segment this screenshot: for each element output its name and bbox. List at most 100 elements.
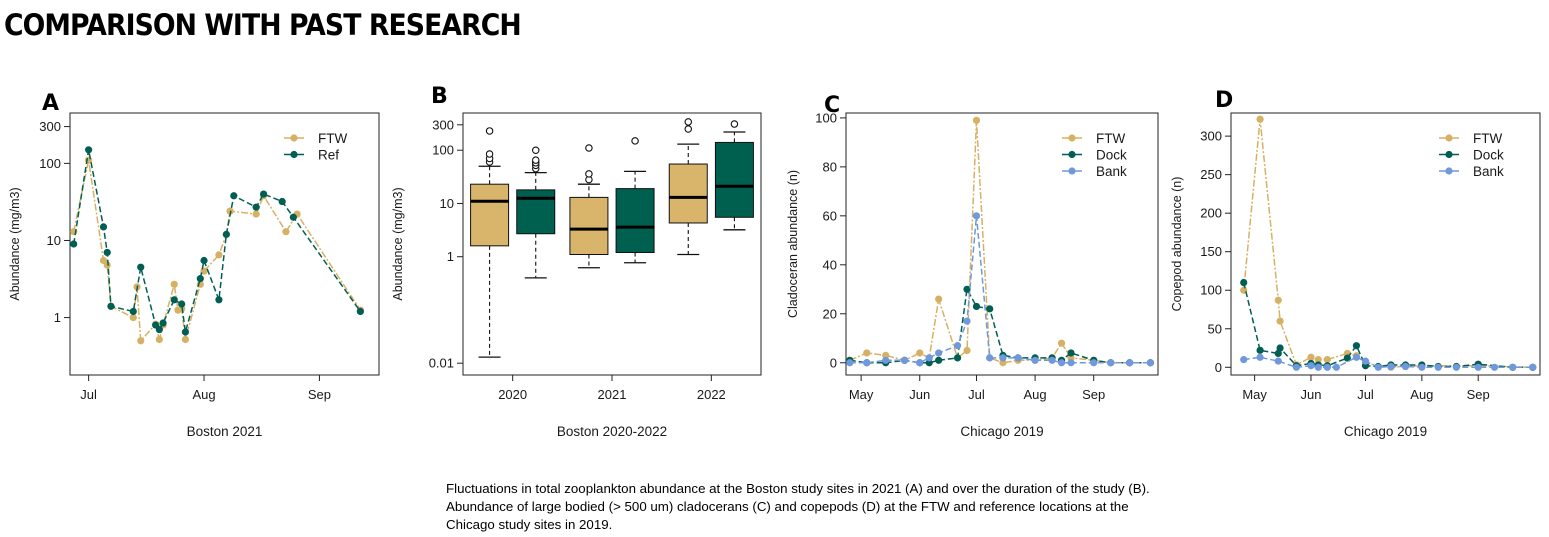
y-axis-title: Abundance (mg/m3) [8, 187, 22, 300]
data-point [1387, 362, 1395, 371]
legend-swatch-dot [1445, 150, 1453, 159]
figure-caption: Fluctuations in total zooplankton abunda… [446, 481, 1150, 532]
panel-subtitle: Chicago 2019 [1344, 424, 1427, 439]
data-point [1374, 363, 1382, 371]
data-point [1314, 363, 1322, 371]
y-tick-label: 10 [47, 233, 61, 248]
series-dock [1240, 278, 1537, 371]
panel-subtitle: Boston 2021 [187, 424, 263, 439]
data-point [1292, 363, 1301, 371]
data-point [1057, 339, 1066, 347]
data-point [129, 307, 137, 316]
box-body [668, 163, 708, 224]
series-line [849, 286, 1151, 364]
y-tick-label: 1 [54, 310, 61, 325]
y-tick-label: 0.01 [429, 356, 454, 371]
outlier-point [730, 120, 739, 128]
data-point [1401, 362, 1410, 371]
data-point [1452, 363, 1460, 371]
data-point [230, 192, 238, 200]
panel-label: D [1215, 88, 1233, 113]
data-point [181, 328, 190, 336]
legend-entry: Dock [1096, 148, 1127, 163]
data-point [1418, 363, 1426, 371]
series-bank [846, 212, 1155, 367]
data-point [882, 356, 890, 364]
data-point [282, 228, 290, 236]
data-point [1274, 357, 1282, 365]
y-tick-label: 0 [1215, 360, 1222, 375]
series-dock [846, 285, 1155, 367]
data-point [846, 359, 854, 367]
series-line [849, 215, 1151, 364]
x-tick-label: Sep [308, 387, 331, 402]
y-tick-label: 40 [823, 257, 837, 272]
data-point [252, 210, 260, 218]
x-tick-label: Jun [1300, 387, 1321, 402]
box-2021-ref [615, 137, 655, 264]
legend-entry: Ref [318, 148, 339, 163]
y-tick-label: 250 [1200, 167, 1222, 182]
data-point [1474, 363, 1482, 371]
data-point [1434, 363, 1442, 371]
outlier-point [684, 118, 693, 126]
y-tick-label: 100 [39, 156, 61, 171]
data-point [289, 213, 297, 221]
plot-frame [845, 112, 1159, 376]
data-point [1256, 115, 1264, 123]
data-point [925, 354, 933, 362]
x-tick-label: Aug [1410, 387, 1433, 402]
y-tick-label: 80 [823, 159, 837, 174]
data-point [252, 203, 260, 211]
y-tick-label: 50 [1208, 321, 1222, 336]
legend-entry: FTW [1473, 131, 1502, 146]
data-point [1276, 344, 1284, 352]
panel-label: B [431, 84, 448, 109]
data-point [1126, 359, 1134, 367]
data-point [1343, 354, 1351, 362]
data-point [972, 116, 981, 124]
legend-swatch-dot [1068, 167, 1076, 175]
data-point [278, 197, 286, 206]
x-tick-label: Jul [1357, 387, 1374, 402]
x-tick-label: Jun [909, 387, 930, 402]
series-line [72, 160, 362, 343]
data-point [1307, 362, 1315, 370]
panel-label: C [824, 93, 840, 118]
x-tick-label: 2022 [697, 387, 726, 402]
legend: FTW Ref [284, 131, 347, 163]
x-tick-label: Sep [1082, 387, 1105, 402]
data-point [99, 223, 108, 231]
y-tick-label: 60 [823, 208, 837, 223]
data-point [1014, 354, 1022, 362]
panel-subtitle: Chicago 2019 [960, 424, 1043, 439]
data-point [1048, 356, 1056, 364]
data-point [356, 307, 364, 316]
data-point [1490, 363, 1499, 371]
box-2020-ref [516, 146, 556, 279]
data-point [1274, 296, 1282, 304]
legend-entry: Bank [1096, 164, 1127, 179]
box-body [470, 183, 510, 247]
box-body [516, 189, 556, 235]
data-point [935, 356, 943, 364]
data-point [170, 280, 178, 288]
data-point [103, 261, 111, 269]
data-point [1240, 278, 1248, 287]
plot-frame [1230, 112, 1541, 376]
data-point [1352, 342, 1361, 350]
outlier-point [485, 150, 494, 158]
data-point [916, 349, 924, 357]
data-point [222, 230, 230, 238]
data-point [1146, 359, 1155, 367]
data-point [986, 354, 994, 362]
y-tick-label: 300 [1200, 129, 1222, 144]
series-line [72, 149, 361, 333]
y-tick-label: 300 [39, 119, 61, 134]
outlier-point [684, 125, 693, 133]
legend-swatch-dot [1068, 134, 1076, 142]
data-point [70, 240, 78, 248]
data-point [1067, 349, 1075, 357]
box-2022-ref [714, 120, 754, 231]
